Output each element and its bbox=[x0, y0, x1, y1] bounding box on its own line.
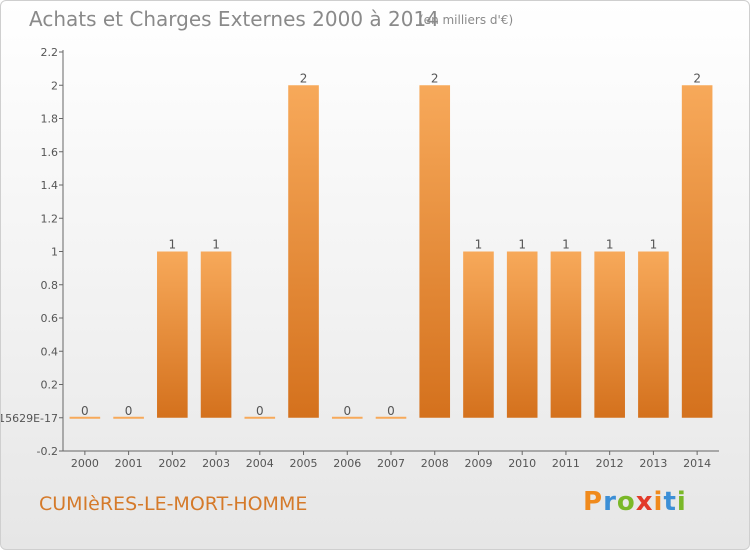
y-tick-label: 1 bbox=[51, 246, 58, 259]
bar[interactable] bbox=[157, 251, 188, 418]
logo-letter: t bbox=[663, 487, 677, 517]
bar[interactable] bbox=[681, 85, 713, 418]
y-tick-label: 0.8 bbox=[41, 279, 59, 292]
chart-subtitle: (en milliers d'€) bbox=[419, 13, 514, 27]
data-label: 0 bbox=[256, 404, 264, 418]
bar[interactable] bbox=[288, 85, 319, 418]
logo-letter: P bbox=[583, 487, 604, 517]
x-tick-label: 2011 bbox=[552, 457, 580, 470]
y-tick-label: 2.2 bbox=[41, 46, 59, 59]
logo-letter: i bbox=[653, 487, 664, 517]
y-tick-label: 1.2 bbox=[41, 212, 59, 225]
y-tick-label: 0.4 bbox=[41, 345, 59, 358]
logo-letter: i bbox=[676, 487, 687, 517]
x-tick-label: 2002 bbox=[158, 457, 186, 470]
data-label: 2 bbox=[431, 71, 439, 85]
logo-letter: o bbox=[616, 487, 636, 517]
y-tick-label: 0.2 bbox=[41, 379, 59, 392]
x-tick-label: 2000 bbox=[71, 457, 99, 470]
x-tick-label: 2014 bbox=[683, 457, 711, 470]
x-tick-label: 2013 bbox=[639, 457, 667, 470]
x-tick-label: 2001 bbox=[115, 457, 143, 470]
bar[interactable] bbox=[113, 416, 144, 419]
y-tick-label: 1.4 bbox=[41, 179, 59, 192]
bar[interactable] bbox=[463, 251, 494, 418]
proxiti-logo[interactable]: Proxiti bbox=[583, 487, 687, 517]
x-tick-label: 2012 bbox=[596, 457, 624, 470]
bars-group bbox=[69, 85, 713, 419]
x-tick-label: 2005 bbox=[290, 457, 318, 470]
y-tick-label: -0.2 bbox=[37, 445, 58, 458]
chart-title: Achats et Charges Externes 2000 à 2014 bbox=[29, 7, 439, 31]
data-label: 0 bbox=[125, 404, 133, 418]
x-tick-label: 2009 bbox=[464, 457, 492, 470]
bar[interactable] bbox=[550, 251, 582, 418]
x-tick-label: 2010 bbox=[508, 457, 536, 470]
bar[interactable] bbox=[69, 416, 101, 419]
data-label: 1 bbox=[169, 238, 177, 252]
x-tick-label: 2006 bbox=[333, 457, 361, 470]
data-label: 1 bbox=[475, 238, 483, 252]
y-axis: 2.2 2 1.8 1.6 1.4 1.2 1 0.8 0.6 0.4 0.2 -15629E-17 -… bbox=[1, 46, 64, 458]
data-label: 0 bbox=[387, 404, 395, 418]
bar[interactable] bbox=[419, 85, 451, 418]
y-tick-label: 1.8 bbox=[41, 113, 59, 126]
y-tick-label: 1.6 bbox=[41, 146, 59, 159]
bar[interactable] bbox=[594, 251, 625, 418]
y-tick-label: -15629E-17 bbox=[1, 412, 58, 425]
data-label: 1 bbox=[212, 238, 220, 252]
data-label: 1 bbox=[650, 238, 658, 252]
logo-letter: x bbox=[635, 487, 654, 517]
data-label: 1 bbox=[518, 238, 526, 252]
data-label: 0 bbox=[343, 404, 351, 418]
y-tick-label: 0.6 bbox=[41, 312, 59, 325]
x-tick-label: 2003 bbox=[202, 457, 230, 470]
data-label: 1 bbox=[606, 238, 614, 252]
x-tick-label: 2008 bbox=[421, 457, 449, 470]
x-tick-label: 2007 bbox=[377, 457, 405, 470]
bar[interactable] bbox=[244, 416, 276, 419]
data-label: 0 bbox=[81, 404, 89, 418]
data-label: 2 bbox=[300, 71, 308, 85]
data-label: 2 bbox=[693, 71, 701, 85]
x-tick-label: 2004 bbox=[246, 457, 274, 470]
data-labels-group: 0 0 1 1 0 2 0 0 2 1 1 1 1 1 2 bbox=[81, 71, 701, 418]
x-axis: 2000 2001 2002 2003 2004 2005 2006 2007 2008 2009… bbox=[63, 450, 719, 470]
bar[interactable] bbox=[506, 251, 538, 418]
y-tick-label: 2 bbox=[51, 79, 58, 92]
data-label: 1 bbox=[562, 238, 570, 252]
logo-letter: r bbox=[603, 487, 617, 517]
bar[interactable] bbox=[375, 416, 407, 419]
bar[interactable] bbox=[638, 251, 669, 418]
commune-name: CUMIèRES-LE-MORT-HOMME bbox=[39, 493, 308, 515]
bar[interactable] bbox=[200, 251, 232, 418]
bar[interactable] bbox=[331, 416, 363, 419]
